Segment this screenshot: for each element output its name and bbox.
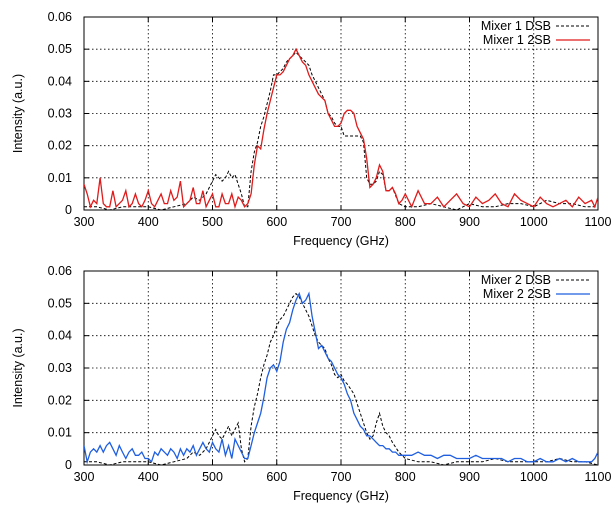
y-tick-label: 0.06 (48, 264, 72, 278)
x-tick-label: 400 (138, 215, 159, 229)
x-tick-label: 700 (331, 470, 352, 484)
x-axis-title: Frequency (GHz) (293, 234, 389, 248)
x-axis-title: Frequency (GHz) (293, 489, 389, 503)
series-line-1 (84, 292, 598, 465)
y-axis-title: Intensity (a.u.) (11, 328, 25, 407)
y-tick-label: 0.01 (48, 171, 72, 185)
y-tick-label: 0.03 (48, 361, 72, 375)
x-tick-label: 300 (74, 215, 95, 229)
x-tick-label: 600 (266, 215, 287, 229)
x-tick-label: 500 (202, 470, 223, 484)
y-tick-label: 0.02 (48, 139, 72, 153)
y-tick-label: 0.05 (48, 296, 72, 310)
legend-label: Mixer 1 2SB (483, 33, 551, 47)
x-tick-label: 800 (395, 470, 416, 484)
x-tick-label: 300 (74, 470, 95, 484)
legend-label: Mixer 2 DSB (481, 273, 551, 287)
chart-1: 300 400 500 600 700 800 900 1000 1100 0 0.01 0.02 0.… (11, 10, 611, 248)
x-tick-label: 900 (459, 470, 480, 484)
x-tick-label: 400 (138, 470, 159, 484)
y-tick-label: 0.05 (48, 42, 72, 56)
x-tick-label: 1000 (520, 215, 548, 229)
legend-label: Mixer 2 2SB (483, 287, 551, 301)
y-tick-label: 0 (65, 458, 72, 472)
y-tick-label: 0.04 (48, 329, 72, 343)
x-tick-label: 900 (459, 215, 480, 229)
legend-label: Mixer 1 DSB (481, 19, 551, 33)
chart-2: 300 400 500 600 700 800 900 1000 1100 0 0.01 0.02 0.… (11, 264, 611, 503)
x-tick-label: 1100 (585, 470, 612, 484)
series-line-1 (84, 51, 598, 210)
y-tick-label: 0 (65, 203, 72, 217)
x-tick-label: 1100 (585, 215, 612, 229)
series-line-2 (84, 291, 598, 465)
y-tick-label: 0.03 (48, 107, 72, 121)
series-line-2 (84, 47, 598, 210)
x-tick-label: 800 (395, 215, 416, 229)
y-tick-label: 0.04 (48, 74, 72, 88)
y-tick-label: 0.01 (48, 426, 72, 440)
x-tick-label: 600 (266, 470, 287, 484)
x-tick-label: 500 (202, 215, 223, 229)
y-tick-label: 0.06 (48, 10, 72, 24)
y-tick-label: 0.02 (48, 393, 72, 407)
x-tick-label: 700 (331, 215, 352, 229)
y-axis-title: Intensity (a.u.) (11, 74, 25, 153)
x-tick-label: 1000 (520, 470, 548, 484)
